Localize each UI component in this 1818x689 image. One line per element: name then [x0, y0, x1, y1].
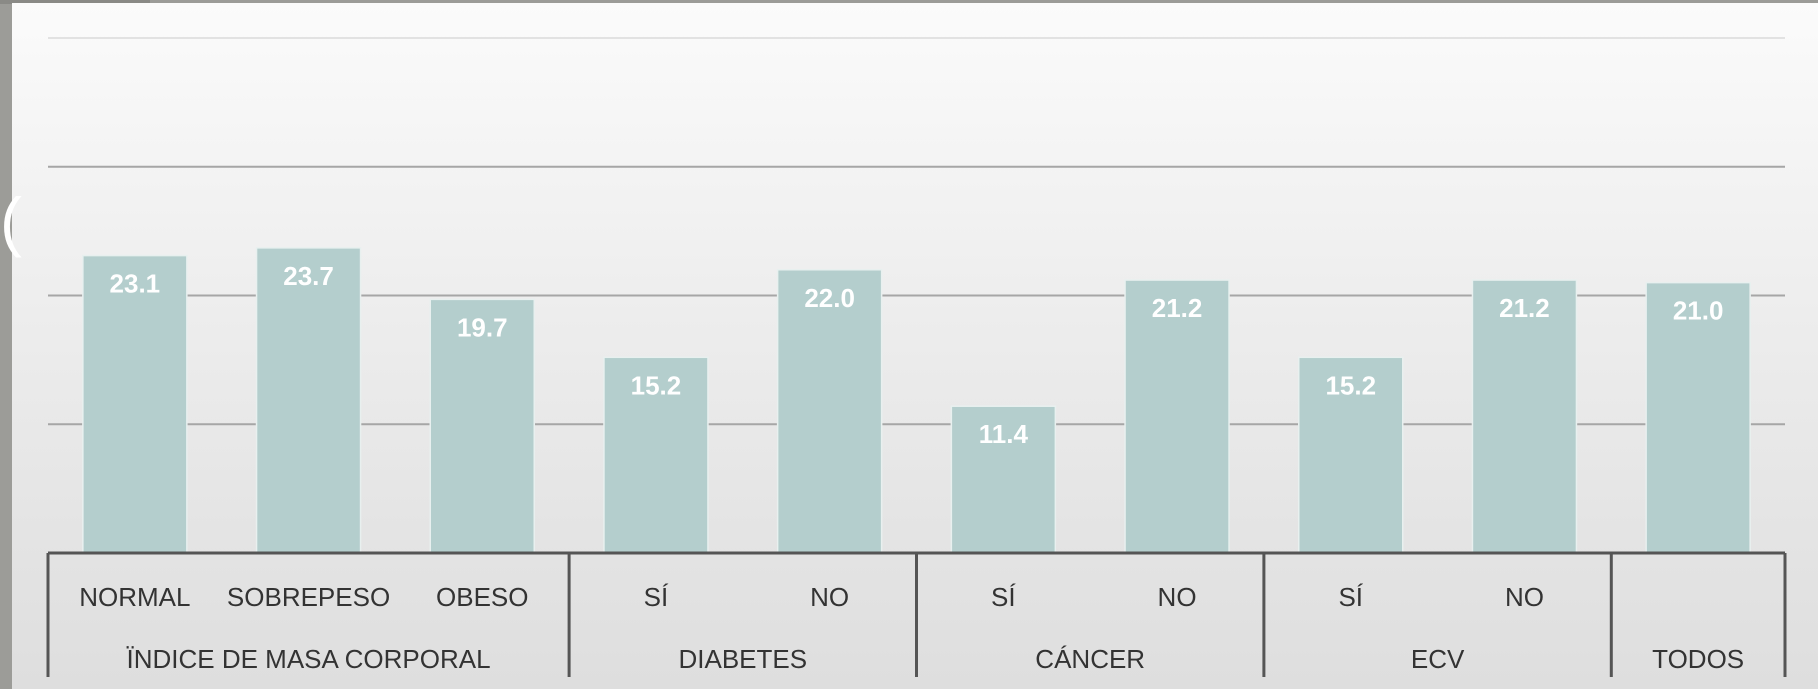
- data-label-4: 15.2: [631, 370, 682, 400]
- category-label-9: NO: [1505, 582, 1544, 612]
- data-label-3: 19.7: [457, 312, 508, 342]
- chart-area: 23.1 23.7 19.7 15.2 22.0 11.4 21.2 15.2 21.2 21.0…: [12, 3, 1818, 689]
- data-label-6: 11.4: [979, 419, 1029, 449]
- group-label-5: TODOS: [1652, 644, 1744, 674]
- group-label-1: ÏNDICE DE MASA CORPORAL: [127, 644, 491, 674]
- category-label-4: SÍ: [644, 582, 669, 612]
- bar-8: [1298, 356, 1404, 554]
- bar-7: [1124, 279, 1230, 554]
- bar-10: [1645, 281, 1751, 554]
- bar-5: [776, 269, 883, 554]
- data-label-2: 23.7: [283, 261, 334, 291]
- group-label-4: ECV: [1411, 644, 1465, 674]
- slide-top-edge: [0, 0, 150, 4]
- data-label-5: 22.0: [804, 283, 855, 313]
- slide-left-edge: [0, 0, 14, 689]
- bar-3: [429, 298, 535, 554]
- category-label-1: NORMAL: [79, 582, 190, 612]
- data-label-8: 15.2: [1325, 370, 1376, 400]
- category-label-5: NO: [810, 582, 849, 612]
- category-label-6: SÍ: [991, 582, 1016, 612]
- bar-4: [603, 356, 709, 554]
- data-labels: 23.1 23.7 19.7 15.2 22.0 11.4 21.2 15.2 21.2 21.0: [110, 261, 1724, 449]
- bar-6: [950, 405, 1057, 554]
- stray-glyph: (: [0, 184, 22, 258]
- bar-chart: 23.1 23.7 19.7 15.2 22.0 11.4 21.2 15.2 21.2 21.0…: [46, 37, 1787, 677]
- bar-1: [82, 254, 188, 554]
- data-label-9: 21.2: [1499, 293, 1550, 323]
- data-label-7: 21.2: [1152, 293, 1203, 323]
- bar-2: [255, 247, 362, 554]
- group-label-3: CÁNCER: [1035, 644, 1145, 674]
- data-label-1: 23.1: [110, 269, 161, 299]
- category-axis: NORMAL SOBREPESO OBESO SÍ NO SÍ NO SÍ NO ÏNDICE D…: [46, 551, 1787, 677]
- category-label-8: SÍ: [1338, 582, 1363, 612]
- category-label-3: OBESO: [436, 582, 528, 612]
- data-label-10: 21.0: [1673, 296, 1724, 326]
- category-label-7: NO: [1158, 582, 1197, 612]
- bars: [82, 247, 1751, 554]
- category-label-2: SOBREPESO: [227, 582, 390, 612]
- group-label-2: DIABETES: [679, 644, 808, 674]
